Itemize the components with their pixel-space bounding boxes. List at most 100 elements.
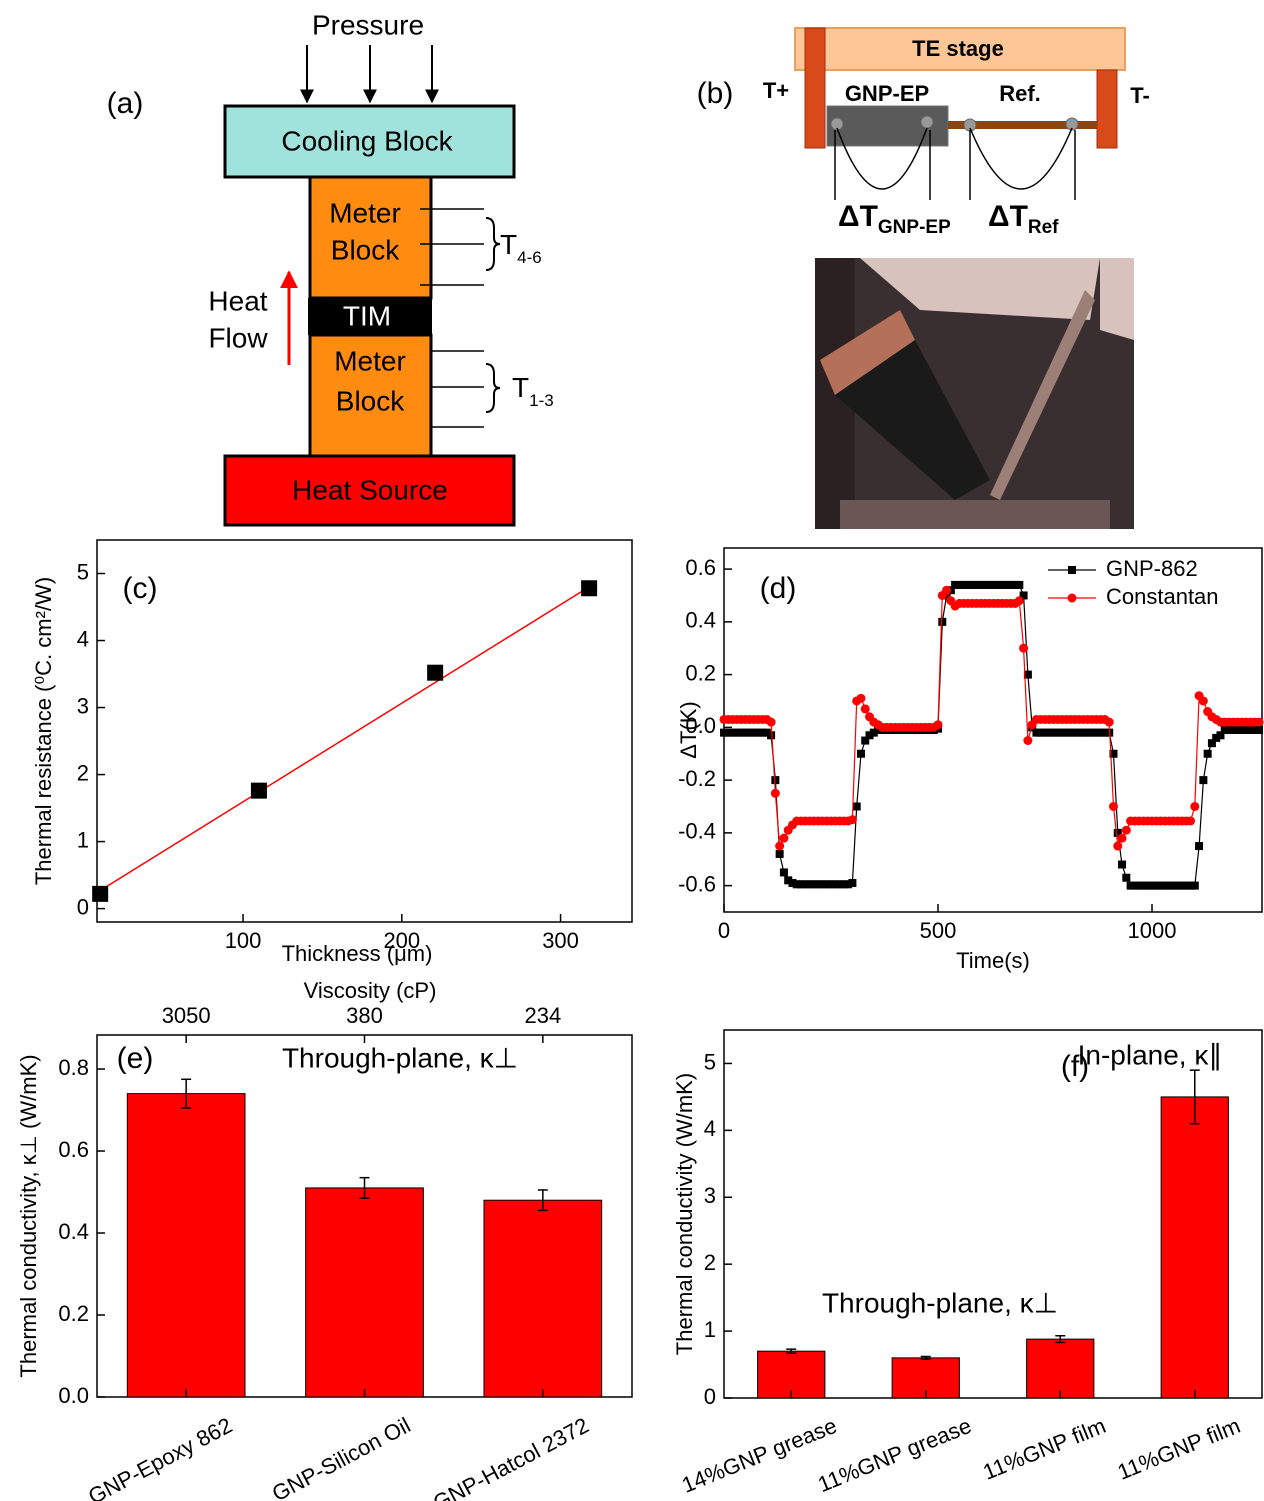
- marker: [1190, 802, 1199, 811]
- y-tick-label: 5: [77, 559, 89, 584]
- marker: [1015, 596, 1024, 605]
- cooling-label: Cooling Block: [281, 125, 453, 156]
- brace: [486, 364, 500, 412]
- y-tick-label: 2: [704, 1250, 716, 1275]
- x2-axis-label: Viscosity (cP): [304, 978, 437, 1003]
- y-tick-label: 0.8: [58, 1055, 89, 1080]
- stage-label: TE stage: [912, 36, 1004, 61]
- marker: [942, 586, 951, 595]
- x-tick-label: 500: [920, 918, 957, 943]
- marker: [856, 694, 865, 703]
- marker: [767, 718, 776, 727]
- legend-label: Constantan: [1106, 584, 1219, 609]
- t-subscript: 1-3: [529, 391, 554, 410]
- y-tick-label: 1: [77, 827, 89, 852]
- t-label: T4-6: [500, 229, 542, 267]
- marker: [1118, 834, 1127, 843]
- ref-label: Ref.: [999, 81, 1041, 106]
- x2-tick-label: 380: [346, 1003, 383, 1028]
- y-axis-label: Thermal resistance (⁰C. cm²/W): [31, 577, 56, 885]
- dt-symbol: ΔT: [838, 200, 878, 233]
- bar: [484, 1200, 602, 1397]
- panel-label: (d): [760, 572, 797, 605]
- point: [92, 886, 108, 902]
- brace: [486, 218, 500, 270]
- dt-symbol: ΔT: [988, 200, 1028, 233]
- x-tick-label: 11%GNP film: [979, 1413, 1109, 1485]
- x-tick-label: 100: [225, 928, 262, 953]
- pressure-label: Pressure: [312, 9, 424, 40]
- y-tick-label: 5: [704, 1049, 716, 1074]
- point: [427, 665, 443, 681]
- marker: [1019, 644, 1028, 653]
- bar: [1161, 1097, 1228, 1398]
- y-tick-label: 0.2: [58, 1301, 89, 1326]
- marker: [1105, 718, 1114, 727]
- x-tick-label: 0: [718, 918, 730, 943]
- dt-subscript: GNP-EP: [878, 217, 951, 238]
- t-minus: T-: [1130, 83, 1150, 108]
- marker: [775, 842, 784, 851]
- marker: [1023, 736, 1032, 745]
- dt-subscript: Ref: [1028, 217, 1059, 238]
- marker: [861, 704, 870, 713]
- x-tick-label: GNP-Epoxy 862: [84, 1412, 236, 1501]
- y-tick-label: 3: [77, 693, 89, 718]
- x-tick-label: GNP-Hatcol 2372: [429, 1412, 593, 1501]
- post: [805, 28, 825, 148]
- charts: 012345100200300(c)Thickness (μm)Thermal …: [16, 540, 1264, 1501]
- source-label: Heat Source: [292, 474, 448, 505]
- bar: [127, 1094, 245, 1397]
- point: [251, 783, 267, 799]
- series-line: [724, 585, 1259, 886]
- marker: [767, 731, 775, 739]
- y-tick-label: -0.2: [678, 766, 716, 791]
- tim-label: TIM: [343, 300, 391, 331]
- bar: [1027, 1339, 1094, 1398]
- marker: [848, 815, 857, 824]
- figure: Pressure (a) Cooling Block Meter Block T…: [0, 0, 1264, 1501]
- legend-marker: [1068, 566, 1076, 574]
- x-axis-label: Thickness (μm): [282, 941, 433, 966]
- marker: [1199, 776, 1207, 784]
- marker: [1186, 817, 1195, 826]
- marker: [1122, 874, 1130, 882]
- x-tick-label: 11%GNP film: [1114, 1413, 1244, 1485]
- y-axis-label: ΔT(K): [676, 701, 701, 758]
- marker: [848, 879, 856, 887]
- panel-label: (e): [117, 1042, 154, 1075]
- x-tick-label: 14%GNP grease: [678, 1413, 840, 1498]
- page: Pressure (a) Cooling Block Meter Block T…: [0, 0, 1264, 1501]
- marker: [934, 720, 943, 729]
- fit-line: [100, 587, 589, 891]
- marker: [938, 618, 946, 626]
- t-symbol: T: [512, 372, 529, 403]
- x-axis-label: Time(s): [956, 948, 1030, 973]
- x-tick-label: 300: [542, 928, 579, 953]
- panel-label: (c): [123, 572, 158, 605]
- y-tick-label: 4: [77, 626, 89, 651]
- y-tick-label: 0.6: [685, 555, 716, 580]
- sample-label: GNP-EP: [845, 81, 929, 106]
- y-tick-label: 0.4: [685, 608, 716, 633]
- x2-tick-label: 3050: [162, 1003, 211, 1028]
- legend-label: GNP-862: [1106, 556, 1198, 581]
- marker: [1204, 750, 1212, 758]
- t-plus: T+: [763, 78, 789, 103]
- diagram-a: Pressure (a) Cooling Block Meter Block T…: [107, 9, 554, 525]
- t-label: T1-3: [512, 372, 554, 410]
- marker: [1122, 826, 1131, 835]
- meter-label: Meter: [329, 197, 401, 228]
- panel-label: (a): [107, 87, 144, 120]
- y-tick-label: 2: [77, 760, 89, 785]
- panel-label: (b): [697, 77, 734, 110]
- annotation: In-plane, κ∥: [1078, 1039, 1223, 1070]
- y-tick-label: 1: [704, 1317, 716, 1342]
- marker: [780, 868, 788, 876]
- diagram-b: (b) TE stage T+ T- GNP-EP Ref. ΔTGNP-EP …: [697, 28, 1150, 529]
- dt-label: ΔTRef: [988, 200, 1059, 238]
- t-symbol: T: [500, 229, 517, 260]
- y-tick-label: -0.4: [678, 819, 716, 844]
- y-axis-label: Thermal conductivity (W/mK): [672, 1073, 697, 1355]
- marker: [771, 789, 780, 798]
